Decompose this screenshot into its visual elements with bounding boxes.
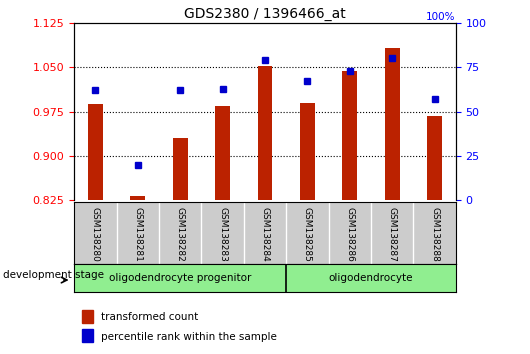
Text: percentile rank within the sample: percentile rank within the sample (101, 332, 277, 342)
Title: GDS2380 / 1396466_at: GDS2380 / 1396466_at (184, 7, 346, 21)
Bar (173, 138, 188, 200)
Text: GSM138286: GSM138286 (346, 207, 354, 262)
Text: GSM138285: GSM138285 (303, 207, 312, 262)
Text: GSM138283: GSM138283 (218, 207, 227, 262)
Text: oligodendrocyte: oligodendrocyte (329, 273, 413, 283)
Bar (82, 310, 93, 323)
Bar (342, 72, 357, 200)
Text: transformed count: transformed count (101, 312, 198, 322)
Bar (88, 104, 103, 200)
Bar (300, 103, 315, 200)
Bar (215, 106, 230, 200)
Text: GSM138280: GSM138280 (91, 207, 100, 262)
Text: GSM138288: GSM138288 (430, 207, 439, 262)
Text: 100%: 100% (426, 12, 456, 22)
Bar (258, 66, 272, 200)
Text: GSM138287: GSM138287 (388, 207, 396, 262)
Bar (385, 48, 400, 200)
Bar (82, 329, 93, 342)
Text: GSM138282: GSM138282 (176, 207, 184, 262)
Bar (130, 196, 145, 200)
Bar (427, 116, 442, 200)
Text: development stage: development stage (3, 270, 104, 280)
Text: GSM138284: GSM138284 (261, 207, 269, 262)
Text: GSM138281: GSM138281 (134, 207, 142, 262)
Text: oligodendrocyte progenitor: oligodendrocyte progenitor (109, 273, 251, 283)
